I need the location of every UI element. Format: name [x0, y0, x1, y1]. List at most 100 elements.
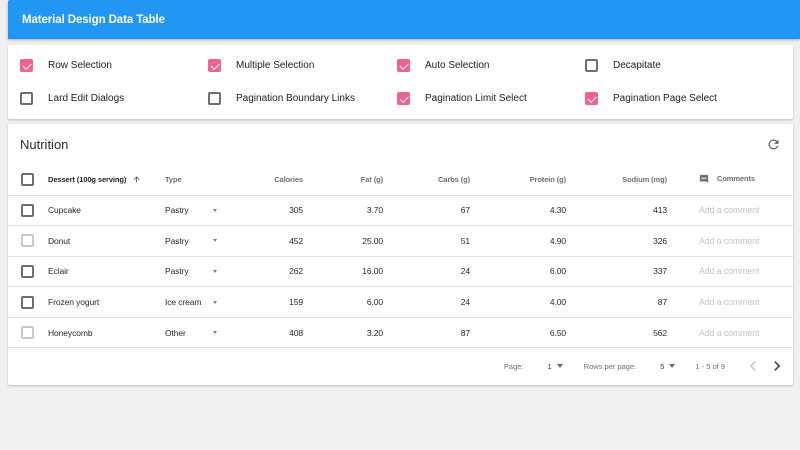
cell-dessert: Frozen yogurt [48, 297, 100, 308]
type-value: Other [165, 327, 186, 338]
sort-ascending-icon [132, 175, 141, 184]
cell-sodium: 337 [653, 266, 667, 277]
rows-per-page-select[interactable]: 5 [660, 361, 676, 371]
type-value: Ice cream [165, 297, 202, 308]
option-lard-edit-dialogs[interactable]: Lard Edit Dialogs [20, 82, 208, 115]
select-all-checkbox[interactable] [21, 173, 34, 187]
cell-carbs: 67 [460, 205, 470, 216]
cell-protein: 4.90 [549, 235, 566, 246]
table-row[interactable]: Frozen yogurt Ice cream 159 6.00 24 4.00… [8, 287, 793, 318]
cell-protein: 6.50 [549, 327, 566, 338]
option-multiple-selection[interactable]: Multiple Selection [208, 49, 397, 82]
option-label: Auto Selection [425, 60, 490, 71]
comment-input[interactable] [699, 327, 789, 338]
comment-icon [699, 174, 709, 184]
multiple-selection-checkbox[interactable] [208, 59, 221, 72]
column-header-sodium[interactable]: Sodium (mg) [622, 175, 667, 185]
pagination-page-select-checkbox[interactable] [585, 92, 598, 105]
cell-dessert: Honeycomb [48, 327, 93, 338]
option-auto-selection[interactable]: Auto Selection [397, 49, 585, 82]
comment-input[interactable] [699, 266, 789, 277]
cell-protein: 4.30 [549, 205, 566, 216]
cell-fat: 25.00 [362, 235, 383, 246]
cell-sodium: 87 [657, 297, 667, 308]
table-card-header: Nutrition [8, 124, 793, 165]
table-row[interactable]: Eclair Pastry 262 16.00 24 6.00 337 [8, 256, 793, 287]
page-label: Page: [503, 361, 524, 371]
option-label: Multiple Selection [236, 60, 315, 71]
comment-input[interactable] [699, 235, 789, 246]
select-caret-icon [213, 331, 217, 335]
column-header-carbs[interactable]: Carbs (g) [437, 175, 470, 185]
option-pagination-boundary-links[interactable]: Pagination Boundary Links [208, 82, 397, 115]
page-title: Material Design Data Table [22, 13, 165, 26]
option-decapitate[interactable]: Decapitate [585, 49, 793, 82]
table-row[interactable]: Honeycomb Other 408 3.20 87 6.50 562 [8, 317, 793, 348]
previous-page-button[interactable] [743, 356, 763, 376]
cell-calories: 408 [289, 327, 303, 338]
pagination-boundary-links-checkbox[interactable] [208, 92, 221, 105]
select-caret-icon [213, 269, 217, 273]
column-header-type[interactable]: Type [165, 175, 182, 185]
comment-input[interactable] [699, 205, 789, 216]
type-select[interactable]: Pastry [165, 205, 217, 215]
type-select[interactable]: Pastry [165, 236, 217, 246]
cell-type: Pastry [165, 226, 246, 257]
type-value: Pastry [165, 205, 189, 216]
type-select[interactable]: Pastry [165, 266, 217, 276]
cell-dessert: Donut [48, 235, 71, 246]
cell-calories: 159 [289, 297, 303, 308]
type-select[interactable]: Ice cream [165, 297, 217, 307]
option-label: Row Selection [48, 60, 112, 71]
row-checkbox[interactable] [21, 295, 34, 309]
column-header-calories[interactable]: Calories [274, 175, 303, 185]
comment-input[interactable] [699, 297, 789, 308]
cell-fat: 16.00 [362, 266, 383, 277]
rows-per-page-value: 5 [660, 361, 665, 371]
cell-carbs: 87 [460, 327, 470, 338]
type-select[interactable]: Other [165, 328, 217, 338]
auto-selection-checkbox[interactable] [397, 59, 410, 72]
row-checkbox[interactable] [21, 326, 34, 340]
table-row[interactable]: Cupcake Pastry 305 3.70 67 4.30 413 [8, 195, 793, 226]
nutrition-table: Dessert (100g serving) Type Calories Fat… [8, 165, 793, 348]
row-checkbox[interactable] [21, 203, 34, 217]
pagination-bar: Page: 1 Rows per page: 5 1 - 5 of 9 [8, 348, 793, 384]
cell-calories: 262 [289, 266, 303, 277]
option-label: Pagination Limit Select [425, 93, 527, 104]
pagination-limit-select-checkbox[interactable] [397, 92, 410, 105]
column-header-fat[interactable]: Fat (g) [360, 175, 383, 185]
select-caret-icon [213, 300, 217, 304]
column-header-dessert[interactable]: Dessert (100g serving) [48, 165, 165, 195]
refresh-icon[interactable] [766, 137, 781, 152]
select-caret-icon [556, 364, 563, 369]
decapitate-checkbox[interactable] [585, 59, 598, 72]
option-pagination-limit-select[interactable]: Pagination Limit Select [397, 82, 585, 115]
column-header-protein[interactable]: Protein (g) [529, 175, 566, 185]
rows-per-page-label: Rows per page: [583, 361, 637, 371]
option-label: Pagination Page Select [613, 93, 717, 104]
chevron-right-icon [774, 361, 781, 372]
cell-dessert: Eclair [48, 266, 69, 277]
option-pagination-page-select[interactable]: Pagination Page Select [585, 82, 793, 115]
row-checkbox[interactable] [21, 264, 34, 278]
option-row-selection[interactable]: Row Selection [20, 49, 208, 82]
next-page-button[interactable] [767, 356, 787, 376]
table-header-row: Dessert (100g serving) Type Calories Fat… [8, 165, 793, 195]
option-label: Decapitate [613, 60, 661, 71]
type-value: Pastry [165, 266, 189, 277]
cell-type: Pastry [165, 256, 246, 287]
page-select[interactable]: 1 [548, 362, 563, 371]
row-checkbox[interactable] [21, 234, 34, 248]
lard-edit-dialogs-checkbox[interactable] [20, 92, 33, 105]
app-toolbar: Material Design Data Table [8, 0, 800, 39]
cell-sodium: 562 [653, 327, 667, 338]
column-header-comments[interactable]: Comments [667, 165, 793, 195]
column-header-label: Dessert (100g serving) [48, 175, 127, 185]
option-label: Pagination Boundary Links [236, 93, 355, 104]
type-value: Pastry [165, 235, 189, 246]
option-label: Lard Edit Dialogs [48, 93, 125, 104]
table-row[interactable]: Donut Pastry 452 25.00 51 4.90 326 [8, 226, 793, 257]
cell-carbs: 24 [460, 266, 470, 277]
row-selection-checkbox[interactable] [20, 59, 33, 72]
